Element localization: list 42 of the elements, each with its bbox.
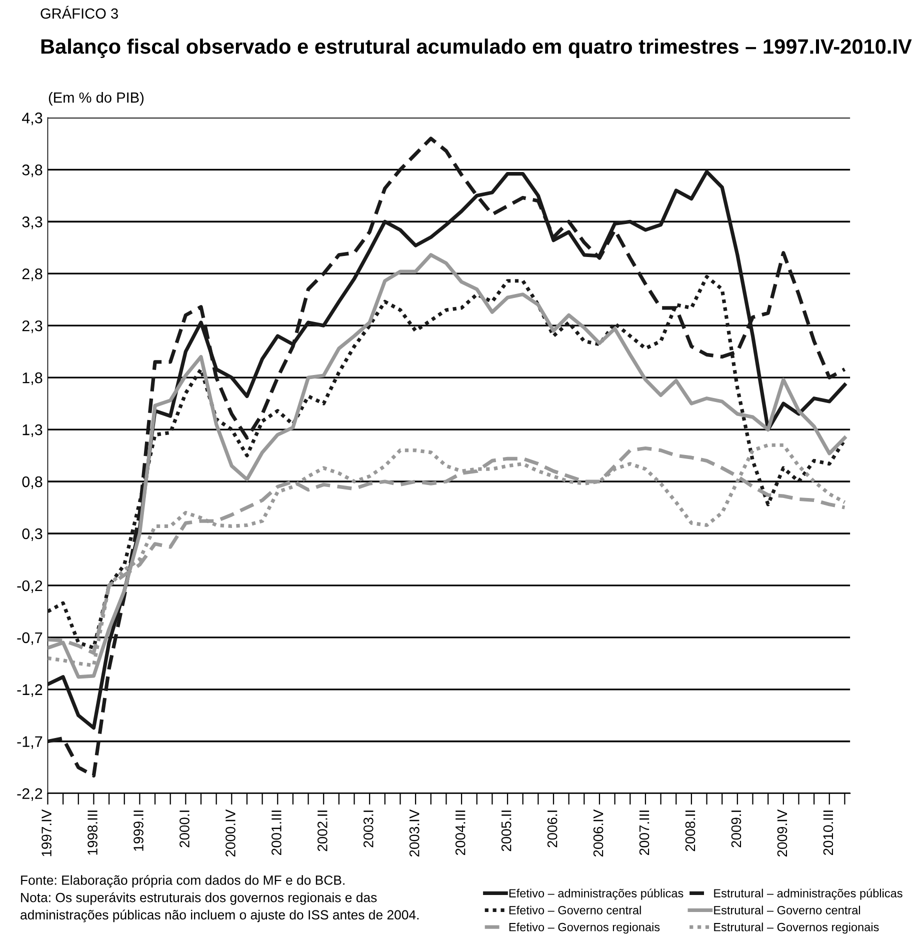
x-tick-label: 2001.III [272,810,282,855]
x-tick-label: 2006.IV [593,809,604,857]
source-note: Fonte: Elaboração própria com dados do MF e do BCB. Nota: Os superávits estruturais dos governos regionais e das administrações públicas não incluem o ajuste do ISS antes de 2004. [20,875,419,922]
legend-label: Estrutural – administrações públicas [714,888,902,900]
x-tick-label: 2005.II [501,810,512,852]
y-tick-label: -1,7 [17,736,42,749]
x-tick-label: 1997.IV [42,809,52,856]
x-tick-label: 2009.I [731,810,742,848]
x-tick-label: 1998.III [88,810,98,855]
legend-label: Efetivo – Governo central [509,906,641,914]
legend-label: Estrutural – Governo central [714,906,860,914]
y-tick-label: 3,3 [22,216,42,230]
y-tick-label: 1,3 [22,424,42,438]
text: GRÁFICO 3 [40,6,118,19]
legend-label: Efetivo – administrações públicas [509,888,684,900]
chart-subtitle: (Em % do PIB) [48,92,144,106]
y-tick-label: 2,8 [22,268,42,282]
x-tick-label: 2009.IV [777,809,788,857]
y-tick-label: 1,8 [22,372,42,386]
y-tick-label: -0,7 [17,632,42,645]
x-tick-label: 2002.II [318,810,328,852]
x-tick-label: 2000.I [180,810,190,848]
x-tick-label: 2003.IV [409,809,420,857]
x-tick-label: 2008.II [685,810,696,852]
y-tick-label: -2,2 [17,788,42,801]
x-tick-label: 2006.I [547,810,558,848]
legend-label: Estrutural – Governos regionais [714,922,879,934]
y-tick-label: 3,8 [22,164,42,178]
x-tick-label: 1999.II [134,810,144,851]
x-tick-label: 2004.III [455,810,466,855]
chart-title: Balanço fiscal observado e estrutural acumulado em quatro trimestres – 1997.IV-2010.IV [41,38,912,58]
y-tick-label: 2,3 [22,320,42,334]
x-tick-label: 2003.I [363,810,374,848]
x-tick-label: 2010.III [823,810,834,855]
legend-label: Efetivo – Governos regionais [509,922,660,934]
y-tick-label: -1,2 [17,684,42,697]
y-tick-label: 0,3 [22,528,42,541]
y-tick-label: 4,3 [22,112,42,126]
x-tick-label: 2007.III [639,810,650,855]
y-tick-label: 0,8 [22,476,42,489]
y-tick-label: -0,2 [17,580,42,593]
x-tick-label: 2000.IV [226,809,236,857]
